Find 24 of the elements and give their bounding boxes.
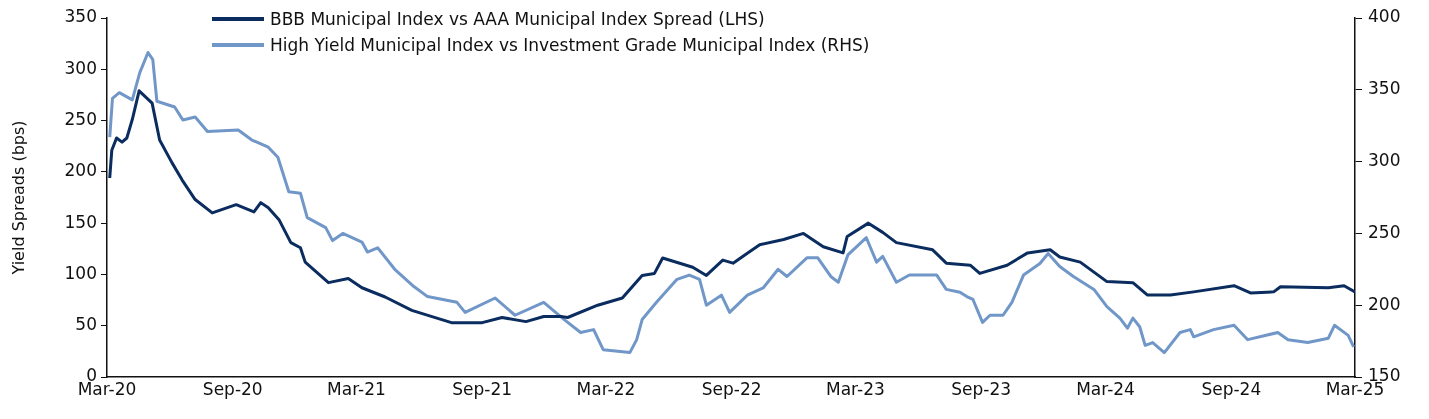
x-tick-label: Sep-20 (202, 378, 263, 399)
x-tick-label: Mar-22 (576, 378, 636, 399)
x-tick-label: Sep-21 (452, 378, 513, 399)
x-tick-label: Sep-22 (701, 378, 762, 399)
y-tick-label: 200 (64, 160, 97, 181)
legend-label: BBB Municipal Index vs AAA Municipal Index Spread (LHS) (270, 8, 765, 31)
y-tick-label: 300 (64, 57, 97, 78)
y-tick-label: 350 (64, 6, 97, 27)
y2-tick-label: 200 (1368, 293, 1401, 314)
y2-tick-label: 300 (1368, 150, 1401, 171)
x-tick-label: Mar-24 (1076, 378, 1135, 399)
y-tick-label: 150 (64, 211, 97, 232)
y2-tick-label: 250 (1368, 221, 1401, 242)
legend-label: High Yield Municipal Index vs Investment Grade Municipal Index (RHS) (270, 34, 870, 57)
y-tick-label: 100 (64, 262, 97, 283)
y-tick-label: 50 (75, 314, 97, 335)
y2-tick-label: 350 (1368, 78, 1401, 99)
x-tick-label: Sep-23 (951, 378, 1012, 399)
x-tick-label: Sep-24 (1201, 378, 1262, 399)
y-axis-title: Yield Spreads (bps) (8, 120, 28, 276)
x-tick-label: Mar-23 (826, 378, 885, 399)
y-tick-label: 250 (64, 108, 97, 129)
x-tick-label: Mar-21 (327, 378, 386, 399)
y2-tick-label: 400 (1368, 6, 1401, 27)
